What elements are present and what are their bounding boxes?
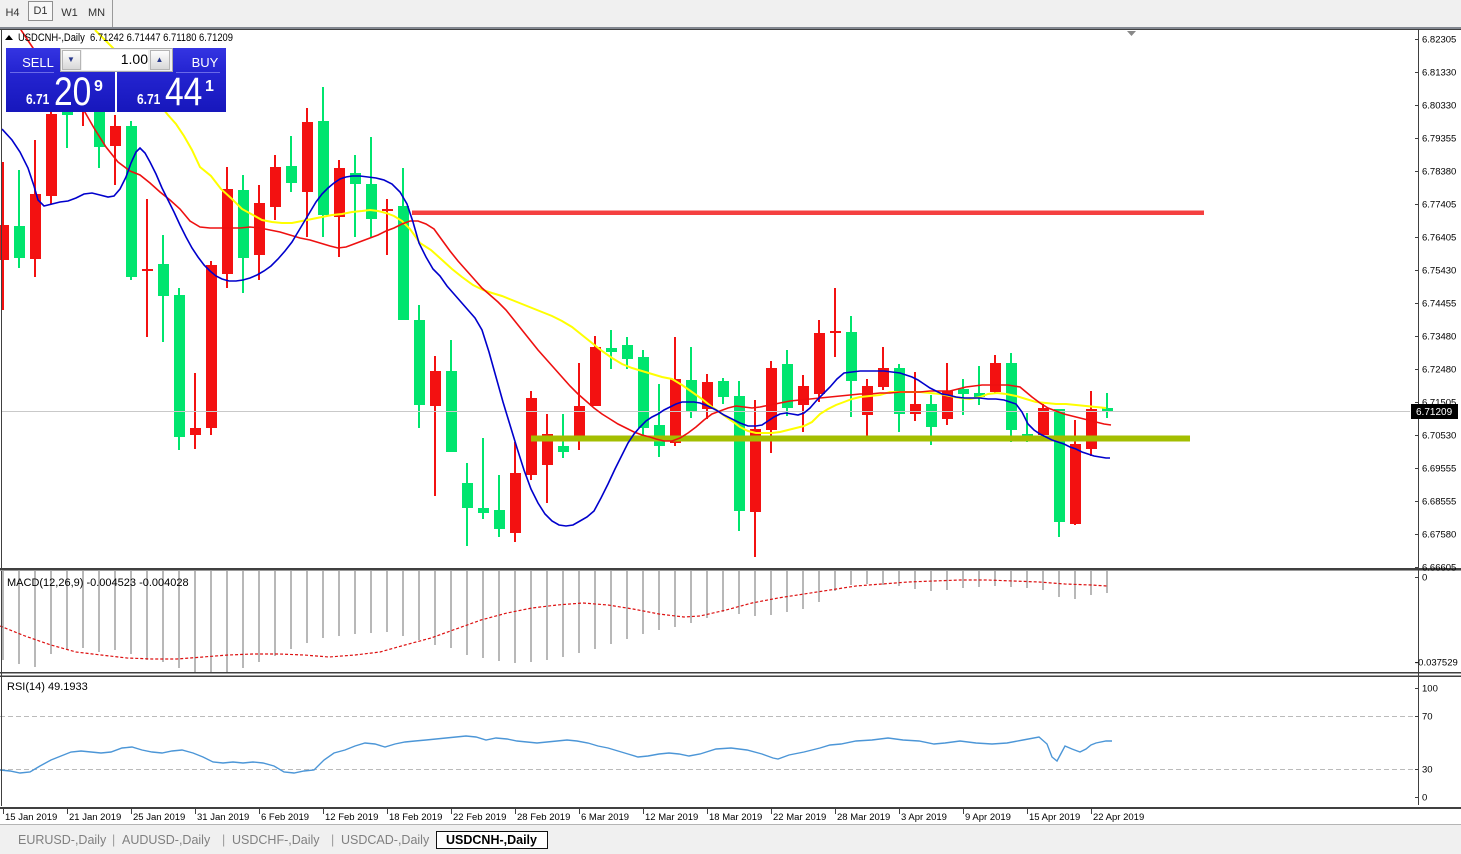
svg-text:100: 100 bbox=[1422, 684, 1438, 695]
svg-text:0: 0 bbox=[1422, 573, 1427, 584]
svg-text:25 Jan 2019: 25 Jan 2019 bbox=[133, 812, 185, 823]
svg-text:6.82305: 6.82305 bbox=[1422, 35, 1456, 46]
svg-text:6 Mar 2019: 6 Mar 2019 bbox=[581, 812, 629, 823]
svg-text:28 Feb 2019: 28 Feb 2019 bbox=[517, 812, 570, 823]
svg-text:RSI(14) 49.1933: RSI(14) 49.1933 bbox=[7, 681, 88, 693]
svg-text:12 Mar 2019: 12 Mar 2019 bbox=[645, 812, 698, 823]
svg-text:6.81330: 6.81330 bbox=[1422, 68, 1456, 79]
svg-text:6.69555: 6.69555 bbox=[1422, 464, 1456, 475]
svg-text:6.77405: 6.77405 bbox=[1422, 200, 1456, 211]
svg-text:6.66605: 6.66605 bbox=[1422, 563, 1456, 574]
svg-text:6.71209: 6.71209 bbox=[1416, 407, 1453, 418]
svg-text:28 Mar 2019: 28 Mar 2019 bbox=[837, 812, 890, 823]
svg-text:22 Apr 2019: 22 Apr 2019 bbox=[1093, 812, 1144, 823]
svg-text:6 Feb 2019: 6 Feb 2019 bbox=[261, 812, 309, 823]
svg-text:12 Feb 2019: 12 Feb 2019 bbox=[325, 812, 378, 823]
svg-text:6.71505: 6.71505 bbox=[1422, 398, 1456, 409]
svg-text:22 Feb 2019: 22 Feb 2019 bbox=[453, 812, 506, 823]
svg-text:31 Jan 2019: 31 Jan 2019 bbox=[197, 812, 249, 823]
svg-text:18 Feb 2019: 18 Feb 2019 bbox=[389, 812, 442, 823]
svg-text:6.72480: 6.72480 bbox=[1422, 365, 1456, 376]
svg-text:21 Jan 2019: 21 Jan 2019 bbox=[69, 812, 121, 823]
svg-text:6.79355: 6.79355 bbox=[1422, 134, 1456, 145]
svg-text:18 Mar 2019: 18 Mar 2019 bbox=[709, 812, 762, 823]
svg-text:30: 30 bbox=[1422, 765, 1433, 776]
svg-text:6.73480: 6.73480 bbox=[1422, 332, 1456, 343]
svg-text:6.70530: 6.70530 bbox=[1422, 431, 1456, 442]
svg-text:6.74455: 6.74455 bbox=[1422, 299, 1456, 310]
svg-text:0: 0 bbox=[1422, 793, 1427, 804]
svg-text:-0.037529: -0.037529 bbox=[1415, 658, 1458, 669]
svg-text:22 Mar 2019: 22 Mar 2019 bbox=[773, 812, 826, 823]
svg-text:6.67580: 6.67580 bbox=[1422, 530, 1456, 541]
svg-text:USDCNH-,Daily 6.71242 6.71447: USDCNH-,Daily 6.71242 6.71447 6.71180 6.… bbox=[18, 32, 233, 44]
svg-text:15 Apr 2019: 15 Apr 2019 bbox=[1029, 812, 1080, 823]
svg-text:70: 70 bbox=[1422, 712, 1433, 723]
svg-text:6.78380: 6.78380 bbox=[1422, 167, 1456, 178]
svg-text:6.76405: 6.76405 bbox=[1422, 233, 1456, 244]
svg-text:MACD(12,26,9) -0.004523 -0.004: MACD(12,26,9) -0.004523 -0.004028 bbox=[7, 577, 189, 589]
svg-text:3 Apr 2019: 3 Apr 2019 bbox=[901, 812, 947, 823]
svg-text:6.68555: 6.68555 bbox=[1422, 497, 1456, 508]
svg-text:6.75430: 6.75430 bbox=[1422, 266, 1456, 277]
svg-text:6.80330: 6.80330 bbox=[1422, 101, 1456, 112]
svg-text:15 Jan 2019: 15 Jan 2019 bbox=[5, 812, 57, 823]
svg-text:9 Apr 2019: 9 Apr 2019 bbox=[965, 812, 1011, 823]
